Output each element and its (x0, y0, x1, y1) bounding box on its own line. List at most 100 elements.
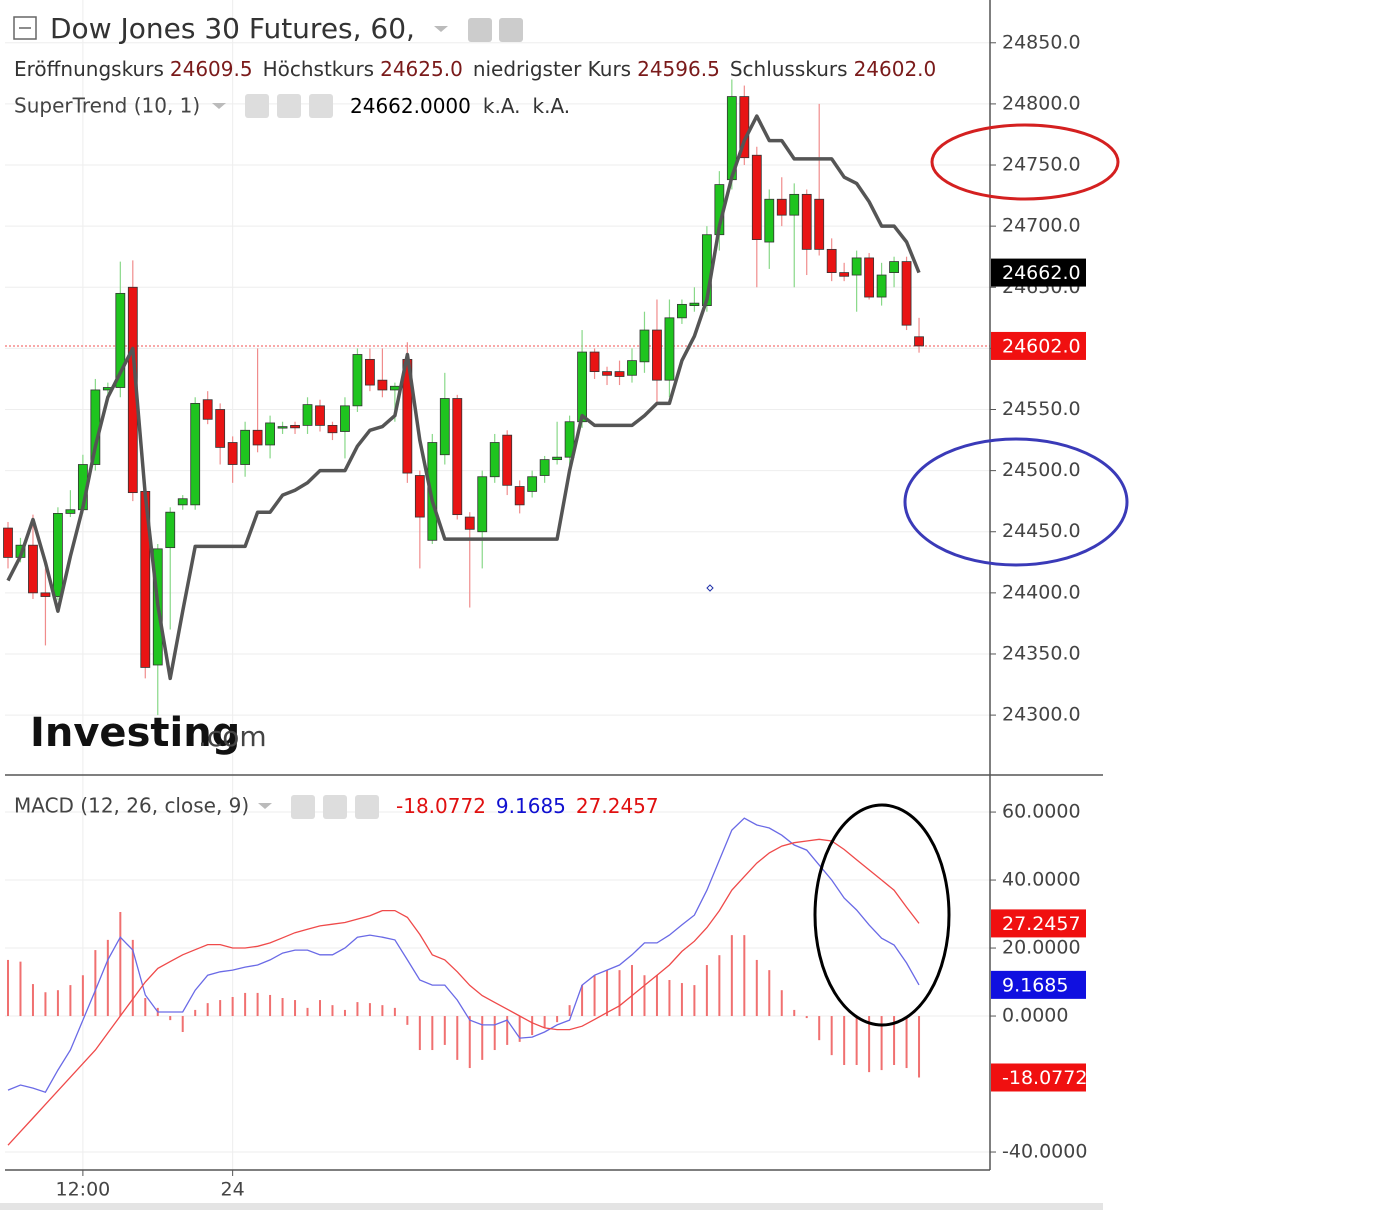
candle-body (689, 302, 700, 306)
candle-body (115, 292, 126, 388)
close-icon[interactable] (355, 795, 379, 819)
candle-body (776, 198, 787, 216)
collapse-icon[interactable] (13, 16, 37, 40)
candle-body (527, 476, 538, 492)
candle-body (614, 371, 625, 377)
candle-body (639, 329, 650, 363)
price-badge (991, 331, 1086, 360)
candle-body (464, 516, 475, 530)
histogram-bar (643, 975, 646, 1017)
close-icon[interactable] (309, 94, 333, 118)
histogram-bar (606, 970, 609, 1017)
histogram-bar (94, 950, 97, 1017)
y-tick-label: 60.0000 (1002, 801, 1081, 823)
histogram-bar (531, 1016, 534, 1036)
candle-body (215, 409, 226, 448)
candle-body (365, 358, 375, 386)
settings-icon[interactable] (277, 94, 301, 118)
histogram-bar (493, 1016, 496, 1051)
histogram-bar (194, 1009, 197, 1017)
annotation-ellipse (903, 437, 1129, 567)
candle-body (414, 475, 425, 518)
candle-body (389, 385, 400, 391)
histogram-bar (880, 1016, 883, 1071)
candle-body (552, 456, 563, 461)
histogram-bar (169, 1016, 172, 1021)
candle-body (40, 592, 51, 597)
histogram-bar (593, 975, 596, 1017)
candle-body (502, 434, 513, 486)
histogram-bar (269, 994, 272, 1017)
histogram-bar (456, 1016, 459, 1060)
histogram-bar (144, 998, 147, 1017)
histogram-bar (618, 970, 621, 1017)
candle-body (227, 442, 238, 465)
histogram-bar (368, 1003, 371, 1017)
eye-icon[interactable] (245, 94, 269, 118)
eye-icon[interactable] (468, 18, 492, 42)
dropdown-icon[interactable] (212, 103, 226, 109)
histogram-bar (805, 1016, 808, 1019)
price-badge-label: 9.1685 (1002, 974, 1068, 996)
candle-body (165, 511, 176, 549)
y-tick-label: 24700.0 (1002, 215, 1081, 237)
y-tick-label: 24300.0 (1002, 704, 1081, 726)
histogram-bar (481, 1016, 484, 1060)
y-tick-label: 24350.0 (1002, 642, 1081, 664)
price-badge (991, 909, 1086, 938)
candle-body (564, 421, 575, 458)
x-tick-label: 12:00 (55, 1179, 110, 1201)
histogram-bar (680, 983, 683, 1017)
histogram-bar (181, 1016, 184, 1033)
y-tick-label: 24800.0 (1002, 92, 1081, 114)
dropdown-icon[interactable] (434, 26, 448, 32)
settings-icon[interactable] (499, 18, 523, 42)
histogram-bar (281, 998, 284, 1017)
price-badge (991, 970, 1086, 999)
candle-body (302, 404, 313, 426)
histogram-bar (556, 1016, 559, 1023)
y-tick-label: 24850.0 (1002, 31, 1081, 53)
histogram-bar (581, 985, 584, 1017)
supertrend-line (6, 114, 921, 681)
histogram-bar (69, 985, 72, 1017)
y-tick-label: -40.0000 (1002, 1141, 1087, 1163)
x-tick-label: 24 (221, 1179, 245, 1201)
candle-body (327, 424, 338, 434)
settings-icon[interactable] (323, 795, 347, 819)
candle-body (190, 402, 201, 506)
candle-body (514, 486, 525, 506)
histogram-bar (918, 1016, 921, 1078)
scrollbar[interactable] (0, 1203, 1103, 1210)
chart-title: Dow Jones 30 Futures, 60, (50, 12, 415, 45)
legend-label: Schlusskurs (730, 57, 848, 81)
candle-body (589, 351, 600, 373)
histogram-bar (506, 1016, 509, 1045)
eye-icon[interactable] (291, 795, 315, 819)
candle-body (789, 193, 800, 216)
candle-body (340, 405, 350, 432)
candle-body (290, 424, 300, 429)
candle-body (240, 429, 251, 465)
ohlc-legend: Eröffnungskurs 24609.5 Höchstkurs 24625.0 ni… (14, 57, 936, 81)
histogram-bar (631, 965, 633, 1017)
y-tick-label: 24500.0 (1002, 459, 1081, 481)
marks (3, 79, 990, 1146)
histogram-bar (705, 965, 708, 1017)
dropdown-icon[interactable] (258, 803, 272, 809)
candle-body (65, 509, 76, 514)
indicator-line (7, 838, 920, 1146)
candle-body (427, 442, 438, 541)
y-tick-label: 0.0000 (1002, 1005, 1068, 1027)
indicator-line (7, 817, 920, 1093)
indicator-value: -18.0772 (396, 794, 486, 818)
candle-body (3, 527, 13, 558)
candle-body (839, 272, 850, 277)
candle-body (901, 261, 912, 326)
price-badge (991, 258, 1086, 287)
legend-value: 24602.0 (854, 57, 937, 81)
histogram-bar (381, 1005, 384, 1017)
supertrend-label: SuperTrend (10, 1) (14, 94, 200, 118)
candle-body (751, 154, 762, 240)
candle-body (53, 513, 63, 597)
